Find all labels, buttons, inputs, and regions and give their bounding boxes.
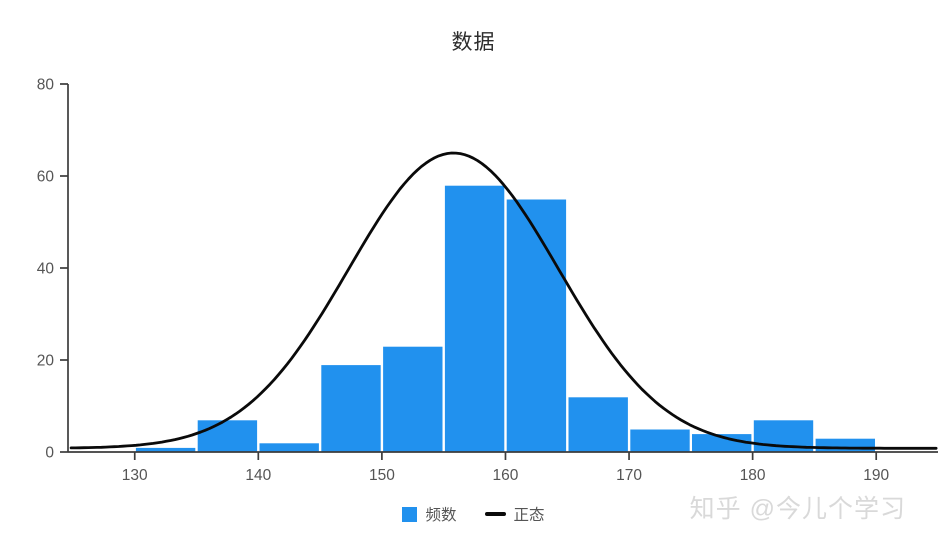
x-tick-label: 180 [740,467,766,484]
histogram-bar [814,437,876,453]
y-tick-label: 60 [37,169,55,186]
x-tick-label: 190 [863,467,889,484]
watermark: 知乎 @今儿个学习 [689,495,906,523]
histogram-bar [320,364,382,453]
x-tick-label: 170 [616,467,642,484]
legend-item-frequency: 频数 [402,503,457,525]
legend-label-normal: 正态 [513,507,545,524]
x-tick-label: 140 [245,467,271,484]
x-tick-label: 130 [122,467,148,484]
chart-title: 数据 [451,31,496,54]
y-tick-label: 0 [45,445,54,462]
x-tick-label: 160 [493,467,519,484]
histogram-bar [629,428,691,453]
x-tick-label: 150 [369,467,395,484]
histogram-bar [382,345,444,453]
legend-item-normal: 正态 [484,503,545,525]
normal-curve [69,151,938,450]
chart-legend: 频数 正态 [0,503,947,525]
histogram-bar [196,419,259,453]
y-tick-label: 20 [37,353,55,370]
bar-swatch-icon [402,506,418,522]
y-tick-label: 40 [37,261,55,278]
histogram-bar [505,198,568,453]
histogram-bar [443,184,506,453]
histogram-bar [567,396,629,453]
histogram-bar [258,442,320,453]
line-swatch-icon [484,512,506,516]
legend-label-frequency: 频数 [425,507,457,524]
y-tick-label: 80 [37,77,55,94]
